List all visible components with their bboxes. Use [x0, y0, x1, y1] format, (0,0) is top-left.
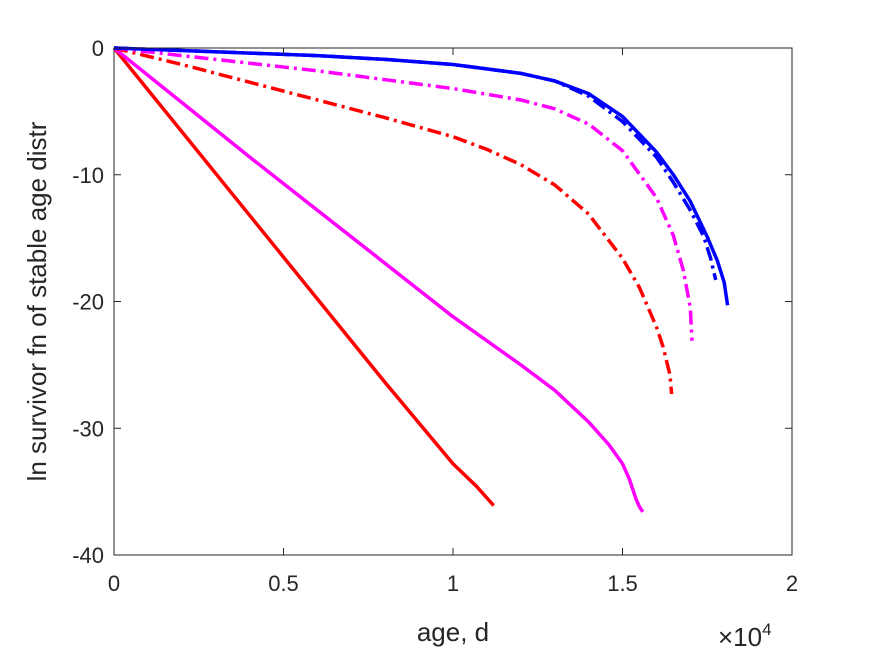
series-line-2 [112, 46, 645, 513]
x-tick-label: 1.5 [607, 571, 638, 596]
x-tick-label: 1 [447, 571, 459, 596]
y-tick-label: -20 [72, 290, 104, 315]
x-exponent-base: ×10 [718, 622, 762, 652]
x-tick-label: 2 [786, 571, 798, 596]
y-tick-label: -10 [72, 163, 104, 188]
series-line-4 [113, 46, 694, 341]
series-line-6 [113, 46, 730, 306]
y-tick-label: -30 [72, 416, 104, 441]
y-tick-label: -40 [72, 543, 104, 568]
plot-area [114, 48, 792, 555]
y-axis-label: ln survivor fn of stable age distr [22, 121, 52, 481]
x-tick-label: 0.5 [268, 571, 299, 596]
series-line-3 [113, 46, 674, 395]
series-line-1 [112, 46, 495, 507]
series-layer [112, 46, 730, 513]
x-exponent-power: 4 [762, 620, 771, 639]
y-tick-label: 0 [92, 36, 104, 61]
ticks-layer: 0 0.5 1 1.5 2 0 -10 -20 -30 -40 [72, 36, 798, 596]
x-axis-label: age, d [417, 617, 489, 647]
x-tick-label: 0 [108, 571, 120, 596]
x-exponent-label: ×104 [718, 620, 772, 652]
